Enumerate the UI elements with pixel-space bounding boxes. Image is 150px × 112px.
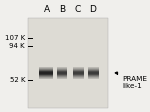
- Bar: [57, 75, 67, 76]
- Text: B: B: [59, 5, 65, 14]
- Bar: [39, 73, 53, 74]
- Bar: [57, 67, 67, 68]
- Bar: [57, 78, 67, 79]
- Bar: [87, 67, 99, 68]
- Bar: [57, 70, 67, 71]
- Bar: [72, 68, 84, 69]
- Bar: [87, 76, 99, 77]
- Bar: [87, 72, 99, 73]
- Bar: [72, 72, 84, 73]
- Bar: [72, 75, 84, 76]
- Bar: [39, 75, 53, 76]
- Bar: [39, 71, 53, 72]
- Bar: [57, 68, 67, 69]
- Bar: [57, 76, 67, 77]
- Bar: [87, 77, 99, 78]
- Bar: [87, 73, 99, 74]
- Bar: [72, 67, 84, 68]
- Bar: [87, 68, 99, 69]
- Bar: [39, 68, 53, 69]
- Bar: [87, 75, 99, 76]
- Bar: [39, 72, 53, 73]
- Bar: [87, 70, 99, 71]
- Bar: [57, 73, 67, 74]
- Bar: [72, 77, 84, 78]
- Bar: [72, 71, 84, 72]
- Text: C: C: [75, 5, 81, 14]
- Bar: [72, 78, 84, 79]
- Bar: [57, 77, 67, 78]
- Bar: [39, 70, 53, 71]
- Bar: [87, 71, 99, 72]
- Bar: [39, 69, 53, 70]
- Bar: [72, 76, 84, 77]
- Bar: [28, 18, 108, 108]
- Bar: [39, 77, 53, 78]
- Bar: [72, 73, 84, 74]
- Bar: [72, 69, 84, 70]
- Bar: [57, 71, 67, 72]
- Bar: [87, 69, 99, 70]
- Text: PRAME
like-1: PRAME like-1: [122, 76, 147, 89]
- Bar: [39, 78, 53, 79]
- Text: 94 K: 94 K: [9, 43, 25, 49]
- Text: A: A: [44, 5, 50, 14]
- Bar: [39, 67, 53, 68]
- Text: 107 K: 107 K: [5, 35, 25, 41]
- Bar: [72, 70, 84, 71]
- Bar: [57, 72, 67, 73]
- Text: D: D: [90, 5, 96, 14]
- Bar: [57, 69, 67, 70]
- Text: 52 K: 52 K: [9, 77, 25, 83]
- Bar: [39, 76, 53, 77]
- Bar: [87, 78, 99, 79]
